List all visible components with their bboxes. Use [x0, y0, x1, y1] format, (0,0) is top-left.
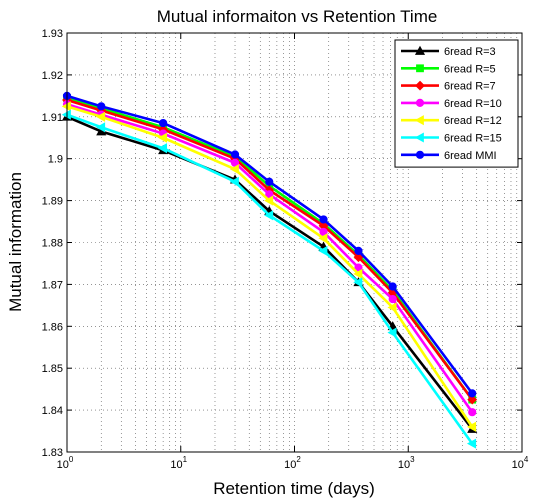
legend-label: 6read R=5: [444, 63, 496, 75]
y-tick-label: 1.91: [42, 112, 63, 124]
x-tick-label: 101: [170, 455, 187, 471]
data-point: [467, 394, 478, 405]
legend-item: 6read R=15: [401, 132, 502, 145]
data-point: [387, 327, 397, 338]
data-point: [319, 215, 328, 224]
plot-frame: [66, 32, 523, 453]
legend-label: 6read R=12: [444, 115, 502, 127]
data-point: [388, 294, 397, 304]
data-point: [353, 268, 363, 279]
legend-marker: [414, 132, 424, 143]
data-point: [466, 421, 477, 432]
data-point: [353, 277, 363, 288]
data-point: [387, 302, 397, 313]
legend: 6read R=3 6read R=5 6read R=7 6read R=10 6re…: [394, 39, 519, 168]
y-tick-label: 1.86: [42, 321, 63, 333]
legend-marker: [414, 45, 426, 55]
x-tick-label: 102: [284, 455, 301, 471]
data-point: [265, 177, 274, 186]
data-point: [97, 102, 106, 111]
chart-title: Mutual informaiton vs Retention Time: [157, 7, 438, 26]
x-axis-label: Retention time (days): [213, 479, 375, 498]
data-point: [159, 118, 168, 128]
data-point: [96, 122, 106, 133]
legend-item: 6read MMI: [401, 150, 497, 162]
legend-marker: [414, 115, 424, 126]
legend-marker: [415, 98, 425, 108]
legend-item: 6read R=7: [401, 81, 496, 93]
data-point: [353, 252, 364, 263]
legend-label: 6read MMI: [444, 150, 497, 162]
data-point: [318, 245, 328, 256]
data-point: [264, 210, 274, 221]
x-tick-label: 103: [398, 455, 415, 471]
data-point: [388, 282, 397, 291]
data-point: [264, 195, 274, 206]
y-tick-label: 1.9: [48, 154, 63, 166]
legend-marker: [415, 80, 425, 91]
data-point: [466, 438, 477, 449]
series-6read-r-15: [61, 109, 477, 449]
y-tick-label: 1.88: [42, 238, 63, 250]
legend-marker: [415, 150, 425, 159]
legend-item: 6read R=5: [401, 63, 496, 75]
y-tick-label: 1.84: [42, 405, 63, 417]
y-tick-label: 1.83: [42, 447, 63, 459]
legend-label: 6read R=15: [444, 133, 502, 145]
y-tick-label: 1.92: [42, 70, 63, 82]
data-point: [318, 233, 328, 244]
x-tick-labels: 100 101 102 103 104: [57, 455, 529, 471]
y-tick-label: 1.87: [42, 279, 63, 291]
y-tick-label: 1.89: [42, 196, 63, 208]
legend-item: 6read R=12: [401, 115, 502, 127]
data-point: [157, 143, 167, 154]
data-point: [229, 176, 239, 187]
legend-item: 6read R=3: [401, 45, 496, 58]
x-tick-label: 104: [512, 455, 529, 471]
data-point: [157, 132, 167, 143]
legend-marker: [416, 64, 424, 73]
legend-label: 6read R=7: [444, 81, 496, 93]
legend-label: 6read R=3: [444, 46, 496, 58]
data-point: [96, 111, 106, 122]
y-axis-label: Mutual information: [6, 172, 25, 312]
legend-item: 6read R=10: [401, 98, 502, 110]
y-tick-labels: 1.83 1.84 1.85 1.86 1.87 1.88 1.89 1.9 1.91 1.92 1…: [42, 28, 63, 459]
data-point: [354, 246, 363, 255]
data-point: [468, 389, 477, 398]
legend-label: 6read R=10: [444, 98, 502, 110]
y-tick-label: 1.85: [42, 363, 63, 375]
y-tick-label: 1.93: [42, 28, 63, 40]
series-6read-mmi: [62, 91, 477, 398]
data-point: [468, 408, 477, 417]
data-point: [230, 150, 240, 159]
data-point: [229, 164, 239, 175]
